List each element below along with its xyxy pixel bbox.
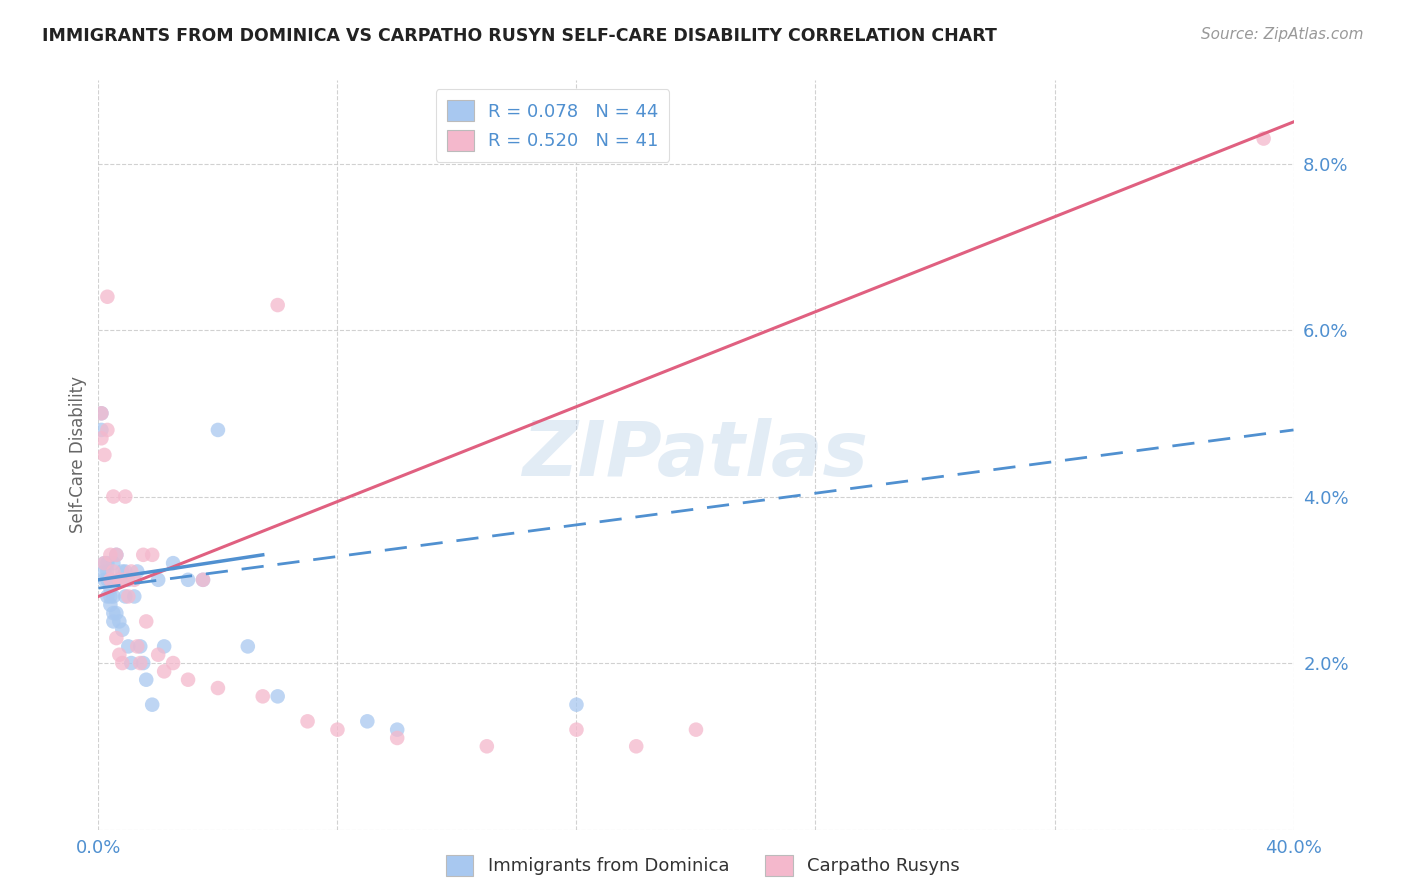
Point [120,656,142,670]
Point [127,565,149,579]
Point [135,615,157,629]
Point [117,590,139,604]
Point [105,606,128,620]
Point [252,690,274,704]
Point [207,681,229,695]
Point [162,556,184,570]
Point [103,615,125,629]
Point [135,673,157,687]
Point [132,548,155,562]
Point [111,573,134,587]
Point [148,573,170,587]
Point [565,698,588,712]
Point [1253,131,1275,145]
Point [93,556,115,570]
Point [103,565,125,579]
Point [96,590,118,604]
Point [267,298,290,312]
Point [132,656,155,670]
Point [96,573,118,587]
Point [177,573,200,587]
Point [96,565,118,579]
Point [124,573,146,587]
Point [120,565,142,579]
Point [148,648,170,662]
Point [267,690,290,704]
Point [98,598,122,612]
Point [90,406,112,420]
Point [177,673,200,687]
Point [129,640,152,654]
Point [93,448,115,462]
Point [127,640,149,654]
Point [90,423,112,437]
Point [98,590,122,604]
Point [114,590,136,604]
Point [103,606,125,620]
Point [90,431,112,445]
Point [103,490,125,504]
Point [565,723,588,737]
Point [105,548,128,562]
Point [108,615,131,629]
Point [162,656,184,670]
Point [191,573,214,587]
Point [297,714,319,729]
Point [108,573,131,587]
Point [129,656,152,670]
Point [153,640,176,654]
Text: IMMIGRANTS FROM DOMINICA VS CARPATHO RUSYN SELF-CARE DISABILITY CORRELATION CHAR: IMMIGRANTS FROM DOMINICA VS CARPATHO RUS… [42,27,997,45]
Point [93,556,115,570]
Point [98,581,122,595]
Point [105,631,128,645]
Point [236,640,259,654]
Point [108,573,131,587]
Point [385,723,409,737]
Point [96,290,118,304]
Point [108,648,131,662]
Point [93,573,115,587]
Point [103,556,125,570]
Text: Source: ZipAtlas.com: Source: ZipAtlas.com [1201,27,1364,42]
Point [685,723,707,737]
Point [90,406,112,420]
Point [356,714,378,729]
Point [207,423,229,437]
Point [105,548,128,562]
Point [111,623,134,637]
Point [96,556,118,570]
Point [96,423,118,437]
Legend: R = 0.078   N = 44, R = 0.520   N = 41: R = 0.078 N = 44, R = 0.520 N = 41 [436,89,669,161]
Point [191,573,214,587]
Point [111,656,134,670]
Point [141,548,163,562]
Point [114,490,136,504]
Text: ZIPatlas: ZIPatlas [523,418,869,491]
Point [111,565,134,579]
Point [114,565,136,579]
Point [117,640,139,654]
Y-axis label: Self-Care Disability: Self-Care Disability [69,376,87,533]
Point [117,573,139,587]
Point [326,723,349,737]
Point [153,665,176,679]
Point [475,739,498,754]
Point [124,590,146,604]
Point [98,573,122,587]
Point [98,548,122,562]
Legend: Immigrants from Dominica, Carpatho Rusyns: Immigrants from Dominica, Carpatho Rusyn… [439,847,967,883]
Point [93,565,115,579]
Point [141,698,163,712]
Point [626,739,648,754]
Point [103,590,125,604]
Point [385,731,409,745]
